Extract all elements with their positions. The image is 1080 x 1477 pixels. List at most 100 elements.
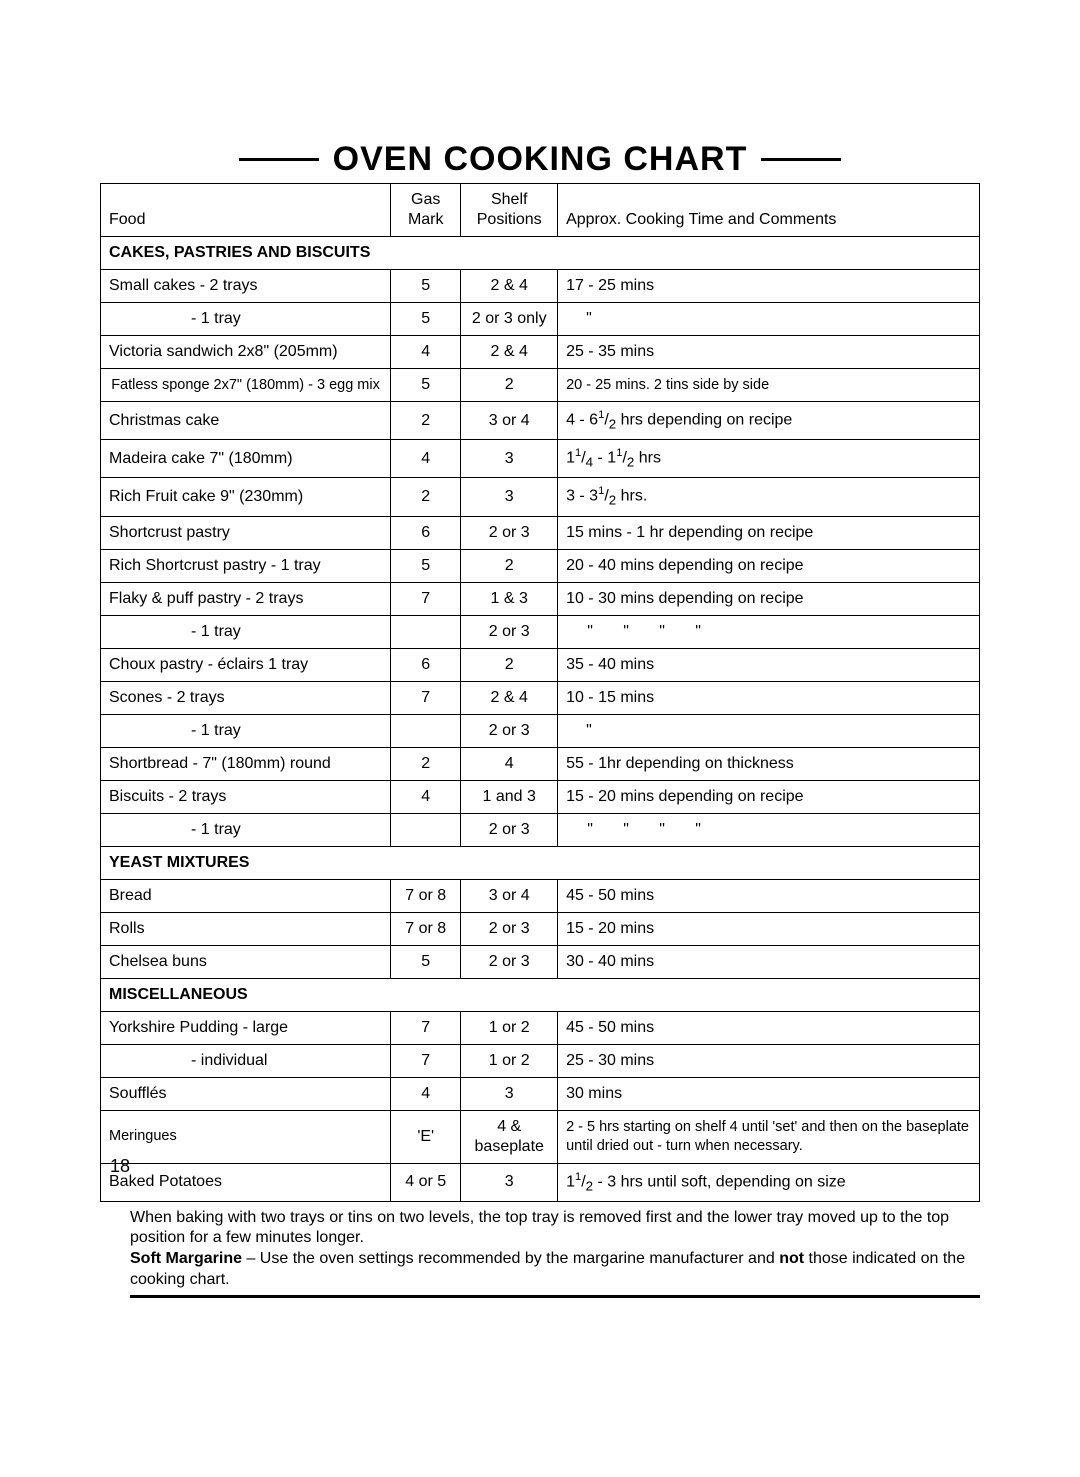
cell-shelf: 2 & 4 [461, 270, 558, 303]
cell-food: Victoria sandwich 2x8" (205mm) [101, 336, 391, 369]
cell-food: Scones - 2 trays [101, 681, 391, 714]
cell-gas: 7 [391, 582, 461, 615]
cell-time: " [558, 714, 980, 747]
cell-shelf: 3 [461, 1163, 558, 1201]
cell-shelf: 1 or 2 [461, 1011, 558, 1044]
bottom-rule [130, 1295, 980, 1298]
cell-time: 55 - 1hr depending on thickness [558, 747, 980, 780]
cell-food: Fatless sponge 2x7" (180mm) - 3 egg mix [101, 369, 391, 402]
cell-gas: 7 or 8 [391, 879, 461, 912]
cell-gas [391, 813, 461, 846]
cell-gas: 'E' [391, 1110, 461, 1163]
footer-bold-soft-margarine: Soft Margarine [130, 1250, 242, 1267]
cell-food: Small cakes - 2 trays [101, 270, 391, 303]
cell-gas: 6 [391, 648, 461, 681]
cell-time: 17 - 25 mins [558, 270, 980, 303]
table-row: Rolls7 or 82 or 315 - 20 mins [101, 912, 980, 945]
table-row: Rich Shortcrust pastry - 1 tray5220 - 40… [101, 549, 980, 582]
table-header-row: Food Gas Mark Shelf Positions Approx. Co… [101, 184, 980, 237]
cell-food: Yorkshire Pudding - large [101, 1011, 391, 1044]
cell-shelf: 3 [461, 1077, 558, 1110]
cell-shelf: 3 or 4 [461, 402, 558, 440]
cell-gas: 2 [391, 478, 461, 516]
cell-food: Chelsea buns [101, 945, 391, 978]
cell-gas: 4 [391, 440, 461, 478]
cell-food: Bread [101, 879, 391, 912]
table-row: Small cakes - 2 trays52 & 417 - 25 mins [101, 270, 980, 303]
table-row: Fatless sponge 2x7" (180mm) - 3 egg mix5… [101, 369, 980, 402]
cell-time: """" [558, 615, 980, 648]
cell-shelf: 4 & baseplate [461, 1110, 558, 1163]
cell-time: 11/4 - 11/2 hrs [558, 440, 980, 478]
cell-food: Baked Potatoes [101, 1163, 391, 1201]
cell-food: - 1 tray [101, 615, 391, 648]
page-title: OVEN COOKING CHART [333, 140, 748, 179]
cell-gas: 5 [391, 369, 461, 402]
section-header-row: CAKES, PASTRIES AND BISCUITS [101, 237, 980, 270]
cell-shelf: 1 & 3 [461, 582, 558, 615]
section-title: MISCELLANEOUS [101, 978, 980, 1011]
cell-food: Christmas cake [101, 402, 391, 440]
cell-shelf: 4 [461, 747, 558, 780]
cell-time: 25 - 35 mins [558, 336, 980, 369]
cell-time: """" [558, 813, 980, 846]
table-row: - 1 tray2 or 3"""" [101, 615, 980, 648]
cell-gas: 4 [391, 1077, 461, 1110]
cell-shelf: 1 and 3 [461, 780, 558, 813]
cell-time: 45 - 50 mins [558, 1011, 980, 1044]
cell-gas [391, 615, 461, 648]
cell-time: 45 - 50 mins [558, 879, 980, 912]
cell-food: Choux pastry - éclairs 1 tray [101, 648, 391, 681]
cell-time: " [558, 303, 980, 336]
title-rule-left [239, 158, 319, 161]
cell-gas: 7 [391, 1011, 461, 1044]
table-row: Choux pastry - éclairs 1 tray6235 - 40 m… [101, 648, 980, 681]
cell-food: - 1 tray [101, 303, 391, 336]
cell-time: 20 - 25 mins. 2 tins side by side [558, 369, 980, 402]
cell-food: Madeira cake 7" (180mm) [101, 440, 391, 478]
cell-gas: 7 [391, 681, 461, 714]
cell-time: 25 - 30 mins [558, 1044, 980, 1077]
col-header-gas: Gas Mark [391, 184, 461, 237]
cell-gas: 5 [391, 945, 461, 978]
cell-gas: 2 [391, 402, 461, 440]
cell-shelf: 2 [461, 549, 558, 582]
table-row: - 1 tray52 or 3 only" [101, 303, 980, 336]
cell-gas: 7 [391, 1044, 461, 1077]
cell-time: 20 - 40 mins depending on recipe [558, 549, 980, 582]
footer-notes: When baking with two trays or tins on tw… [100, 1202, 980, 1291]
cell-food: - individual [101, 1044, 391, 1077]
cell-gas: 5 [391, 303, 461, 336]
cell-shelf: 3 [461, 478, 558, 516]
cell-food: Rich Shortcrust pastry - 1 tray [101, 549, 391, 582]
table-row: Meringues'E'4 & baseplate2 - 5 hrs start… [101, 1110, 980, 1163]
table-row: Madeira cake 7" (180mm)4311/4 - 11/2 hrs [101, 440, 980, 478]
table-row: Baked Potatoes4 or 5311/2 - 3 hrs until … [101, 1163, 980, 1201]
cell-food: Flaky & puff pastry - 2 trays [101, 582, 391, 615]
cell-time: 10 - 15 mins [558, 681, 980, 714]
table-row: Biscuits - 2 trays41 and 315 - 20 mins d… [101, 780, 980, 813]
cell-shelf: 3 or 4 [461, 879, 558, 912]
table-row: Shortcrust pastry62 or 315 mins - 1 hr d… [101, 516, 980, 549]
cell-gas: 4 or 5 [391, 1163, 461, 1201]
cell-shelf: 2 or 3 [461, 714, 558, 747]
section-title: CAKES, PASTRIES AND BISCUITS [101, 237, 980, 270]
section-header-row: YEAST MIXTURES [101, 846, 980, 879]
cell-shelf: 2 or 3 [461, 945, 558, 978]
table-row: - individual71 or 225 - 30 mins [101, 1044, 980, 1077]
cell-time: 15 - 20 mins [558, 912, 980, 945]
table-row: - 1 tray 2 or 3"""" [101, 813, 980, 846]
cell-food: Shortbread - 7" (180mm) round [101, 747, 391, 780]
cell-time: 15 mins - 1 hr depending on recipe [558, 516, 980, 549]
cell-food: Soufflés [101, 1077, 391, 1110]
cell-time: 11/2 - 3 hrs until soft, depending on si… [558, 1163, 980, 1201]
table-row: Flaky & puff pastry - 2 trays71 & 310 - … [101, 582, 980, 615]
cell-gas: 7 or 8 [391, 912, 461, 945]
cell-shelf: 2 or 3 [461, 813, 558, 846]
table-row: Rich Fruit cake 9" (230mm)233 - 31/2 hrs… [101, 478, 980, 516]
cell-food: - 1 tray [101, 813, 391, 846]
cell-shelf: 3 [461, 440, 558, 478]
table-row: Scones - 2 trays72 & 410 - 15 mins [101, 681, 980, 714]
table-row: Victoria sandwich 2x8" (205mm)42 & 425 -… [101, 336, 980, 369]
cell-time: 4 - 61/2 hrs depending on recipe [558, 402, 980, 440]
